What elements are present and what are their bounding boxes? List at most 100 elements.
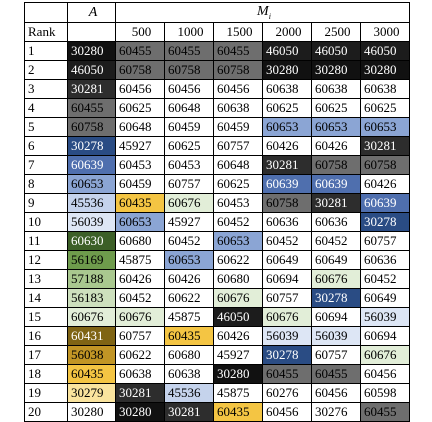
m-value-cell: 46050 <box>262 41 312 61</box>
m-value-cell: 56039 <box>311 326 361 346</box>
corner-cell <box>24 2 68 23</box>
m-value-cell: 60276 <box>262 383 312 403</box>
m-value-cell: 60648 <box>164 98 214 118</box>
m-value-cell: 60456 <box>262 402 312 422</box>
m-value-cell: 60757 <box>164 174 214 194</box>
m-value-cell: 60680 <box>164 345 214 365</box>
table-row: 20 30280 30280 30281 60435 60456 30276 60455 <box>24 402 410 422</box>
m-value-cell: 60758 <box>311 155 361 175</box>
m-value-cell: 60676 <box>311 269 361 289</box>
m-value-cell: 56039 <box>360 307 410 327</box>
m-value-cell: 60636 <box>311 212 361 232</box>
m-value-cell: 60653 <box>360 117 410 137</box>
m-value-cell: 60455 <box>262 364 312 384</box>
rank-cell: 18 <box>24 364 68 384</box>
table-row: 8 60653 60459 60757 60625 60639 60639 60426 <box>24 174 410 194</box>
m-value-cell: 60426 <box>360 174 410 194</box>
m-value-cell: 60455 <box>311 364 361 384</box>
header-a-blank <box>67 22 116 42</box>
m-value-header: 1500 <box>213 22 263 42</box>
table-row: 15 60676 60676 45875 46050 60676 60694 56039 <box>24 307 410 327</box>
m-value-cell: 30280 <box>360 60 410 80</box>
header-row-values: Rank 500 1000 1500 2000 2500 3000 <box>24 22 410 42</box>
header-m-main: M <box>257 4 269 20</box>
table-row: 2 46050 60758 60758 60758 30280 30280 30280 <box>24 60 410 80</box>
table-body: 1 30280 60455 60455 60455 46050 46050 46050 2 460… <box>24 41 410 422</box>
rank-cell: 12 <box>24 250 68 270</box>
m-value-cell: 30281 <box>164 402 214 422</box>
table-row: 14 56183 60452 60622 60676 60757 30278 60649 <box>24 288 410 308</box>
m-value-cell: 30278 <box>311 288 361 308</box>
m-value-cell: 60758 <box>360 155 410 175</box>
m-value-cell: 60426 <box>311 136 361 156</box>
a-value-cell: 56039 <box>67 212 116 232</box>
m-value-cell: 60757 <box>311 345 361 365</box>
m-value-cell: 60452 <box>262 231 312 251</box>
rank-cell: 17 <box>24 345 68 365</box>
rank-cell: 8 <box>24 174 68 194</box>
m-value-cell: 60435 <box>213 402 263 422</box>
rank-label: Rank <box>24 22 68 42</box>
m-value-cell: 60638 <box>213 98 263 118</box>
m-value-cell: 60625 <box>115 98 165 118</box>
a-value-cell: 60676 <box>67 307 116 327</box>
header-row-top: A Mi <box>24 2 410 23</box>
rank-cell: 7 <box>24 155 68 175</box>
m-value-cell: 60680 <box>213 269 263 289</box>
table-row: 18 60435 60638 60638 30280 60455 60455 60456 <box>24 364 410 384</box>
m-value-cell: 60435 <box>115 193 165 213</box>
m-value-cell: 60625 <box>311 98 361 118</box>
m-value-cell: 60649 <box>360 288 410 308</box>
m-value-cell: 60694 <box>311 307 361 327</box>
m-value-cell: 60456 <box>311 383 361 403</box>
m-value-cell: 60676 <box>360 345 410 365</box>
m-value-cell: 60625 <box>213 174 263 194</box>
m-value-cell: 60758 <box>262 193 312 213</box>
m-value-cell: 60625 <box>262 98 312 118</box>
rank-cell: 6 <box>24 136 68 156</box>
rank-cell: 19 <box>24 383 68 403</box>
m-value-cell: 60636 <box>360 250 410 270</box>
rank-cell: 2 <box>24 60 68 80</box>
a-value-cell: 46050 <box>67 60 116 80</box>
m-value-cell: 45927 <box>115 136 165 156</box>
a-value-cell: 57188 <box>67 269 116 289</box>
m-value-cell: 60639 <box>360 193 410 213</box>
rank-cell: 20 <box>24 402 68 422</box>
a-value-cell: 30280 <box>67 402 116 422</box>
rank-cell: 10 <box>24 212 68 232</box>
m-value-cell: 60676 <box>213 288 263 308</box>
m-value-cell: 60653 <box>115 212 165 232</box>
m-value-cell: 60653 <box>213 231 263 251</box>
table-row: 3 30281 60456 60456 60456 60638 60638 60638 <box>24 79 410 99</box>
m-value-cell: 60452 <box>213 212 263 232</box>
m-value-cell: 60638 <box>360 79 410 99</box>
a-value-cell: 60455 <box>67 98 116 118</box>
table-row: 1 30280 60455 60455 60455 46050 46050 46050 <box>24 41 410 61</box>
a-value-cell: 30280 <box>67 41 116 61</box>
m-value-cell: 30278 <box>262 345 312 365</box>
m-value-cell: 60456 <box>360 364 410 384</box>
m-value-cell: 60638 <box>262 79 312 99</box>
m-value-cell: 60758 <box>213 60 263 80</box>
rank-cell: 16 <box>24 326 68 346</box>
m-value-cell: 60653 <box>164 250 214 270</box>
m-value-cell: 60598 <box>360 383 410 403</box>
m-value-header: 2500 <box>311 22 361 42</box>
m-value-cell: 60622 <box>164 288 214 308</box>
m-value-cell: 60455 <box>115 41 165 61</box>
m-value-cell: 30280 <box>213 364 263 384</box>
m-value-cell: 56039 <box>262 326 312 346</box>
rank-cell: 3 <box>24 79 68 99</box>
m-value-cell: 60653 <box>311 117 361 137</box>
m-value-cell: 60636 <box>262 212 312 232</box>
m-value-cell: 60622 <box>115 345 165 365</box>
m-value-cell: 60622 <box>213 250 263 270</box>
m-value-cell: 46050 <box>213 307 263 327</box>
rank-cell: 11 <box>24 231 68 251</box>
m-value-cell: 60638 <box>164 364 214 384</box>
table-row: 6 30278 45927 60625 60757 60426 60426 30281 <box>24 136 410 156</box>
m-value-cell: 60452 <box>115 288 165 308</box>
rank-cell: 4 <box>24 98 68 118</box>
m-value-cell: 60638 <box>115 364 165 384</box>
